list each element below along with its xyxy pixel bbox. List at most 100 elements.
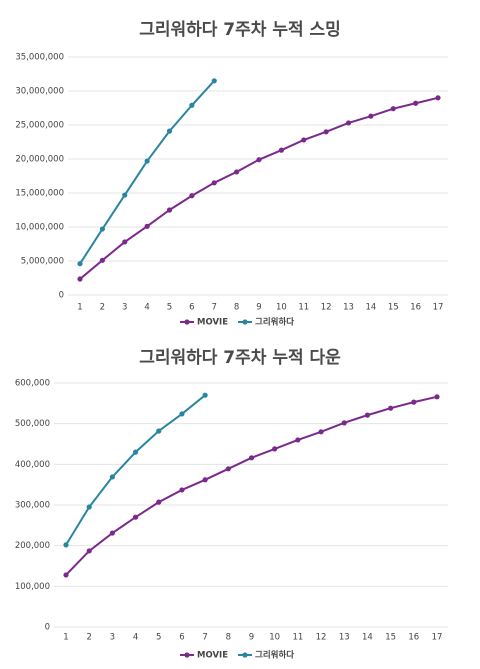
x-tick-label: 15 [385,633,396,643]
x-tick-label: 6 [179,633,184,643]
data-point [411,399,417,405]
data-point [179,487,185,493]
legend-label: 그리워하다 [255,317,294,328]
y-tick-label: 0 [45,623,50,633]
data-point [99,257,105,263]
data-point [99,226,105,232]
x-tick-label: 7 [212,303,217,313]
legend-dot [184,319,190,325]
x-tick-label: 5 [156,633,161,643]
x-tick-label: 13 [339,633,350,643]
x-tick-label: 12 [321,303,332,313]
y-tick-label: 20,000,000 [15,155,64,165]
data-point [413,100,419,106]
data-point [77,276,83,282]
y-tick-label: 0 [59,291,64,301]
data-point [248,455,255,461]
x-tick-label: 8 [226,633,231,643]
x-tick-label: 13 [343,303,354,313]
data-point [368,113,374,119]
x-tick-label: 8 [234,303,239,313]
series-line [79,80,215,265]
data-point [77,261,83,267]
x-tick-label: 16 [410,303,421,313]
chart-title: 그리워하다 7주차 누적 스밍 [139,20,341,40]
data-point [202,392,208,398]
x-tick-label: 2 [100,303,105,313]
x-tick-label: 14 [365,303,376,313]
data-point [86,548,92,554]
x-tick-label: 10 [276,303,287,313]
y-tick-label: 100,000 [15,582,50,592]
x-tick-label: 9 [249,633,254,643]
data-point [323,129,329,135]
y-tick-label: 30,000,000 [15,87,64,97]
data-point [122,192,128,198]
x-tick-label: 10 [269,633,280,643]
x-tick-label: 15 [388,303,399,313]
data-point [132,449,139,455]
legend-label: MOVIE [197,318,228,328]
y-tick-label: 600,000 [15,379,50,389]
data-point [234,169,240,175]
data-point [256,157,262,163]
data-point [225,466,231,472]
data-point [179,411,185,417]
x-tick-label: 3 [110,633,115,643]
x-tick-label: 5 [167,303,172,313]
data-point [156,499,162,505]
x-tick-label: 7 [202,633,207,643]
legend-label: 그리워하다 [255,650,294,661]
data-point [86,504,92,510]
data-point [189,102,195,108]
data-point [156,428,162,434]
data-point [166,207,173,213]
x-tick-label: 17 [433,303,444,313]
data-point [272,446,278,452]
data-point [390,106,396,112]
data-point [132,514,139,520]
data-point [144,223,150,229]
x-tick-label: 12 [316,633,327,643]
y-tick-label: 500,000 [15,419,50,429]
data-point [341,420,347,426]
data-point [202,477,208,483]
legend-dot [184,652,190,658]
x-tick-label: 17 [432,633,443,643]
data-point [435,95,441,101]
x-tick-label: 1 [77,303,82,313]
x-tick-label: 9 [256,303,261,313]
x-tick-label: 1 [63,633,68,643]
data-point [318,429,324,435]
data-point [278,147,284,153]
data-point [144,158,150,164]
x-tick-label: 2 [86,633,91,643]
data-point [211,180,217,186]
series-line [65,394,206,546]
data-point [434,394,440,400]
y-tick-label: 10,000,000 [15,223,64,233]
data-point [166,128,173,134]
x-tick-label: 6 [189,303,194,313]
y-tick-label: 5,000,000 [21,257,64,267]
data-point [189,193,195,199]
y-tick-label: 15,000,000 [15,189,64,199]
data-point [109,474,115,480]
x-tick-label: 14 [362,633,373,643]
data-point [388,405,394,411]
data-point [122,239,128,245]
data-point [211,78,217,84]
chart-title: 그리워하다 7주차 누적 다운 [139,348,341,368]
data-point [301,137,307,143]
x-tick-label: 3 [122,303,127,313]
x-tick-label: 11 [298,303,309,313]
x-tick-label: 4 [133,633,138,643]
legend-label: MOVIE [197,651,228,661]
y-tick-label: 400,000 [15,460,50,470]
legend-dot [242,652,248,658]
y-tick-label: 300,000 [15,501,50,511]
data-point [63,572,69,578]
data-point [364,412,371,418]
data-point [109,530,115,536]
